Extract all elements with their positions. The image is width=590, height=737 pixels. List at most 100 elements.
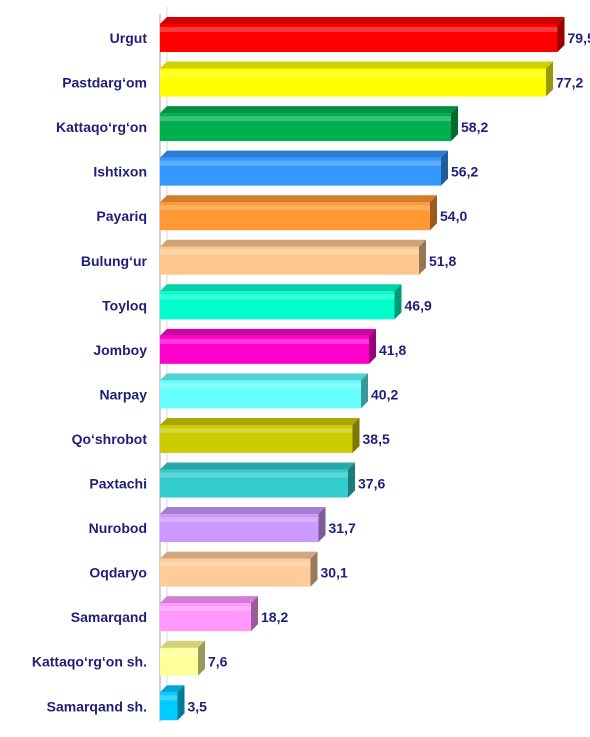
value-label: 56,2 [451,164,478,180]
bar-top [160,61,553,69]
bar [160,640,205,676]
bar-highlight [160,561,311,567]
bar-side [318,507,326,543]
bar-top [160,596,258,604]
category-label: Kattaqo‘rg‘on sh. [32,654,147,670]
bar-side [348,462,355,498]
bar-side [352,417,360,453]
bar-top [160,195,437,203]
bar-front [160,113,451,142]
bar [160,239,426,275]
category-label: Urgut [110,30,148,46]
bar-top [160,551,318,559]
value-label: 54,0 [440,208,467,224]
category-label: Samarqand [71,609,147,625]
bar-side [430,195,437,231]
bar-top [160,640,205,648]
bar [160,551,318,587]
value-label: 77,2 [556,75,583,91]
category-label: Samarqand sh. [47,698,147,714]
bar-side [198,640,205,676]
bar-front [160,157,441,186]
bar-front [160,24,558,52]
bar-front [160,335,369,364]
category-label: Oqdaryo [89,565,147,581]
bar-top [160,462,355,470]
bar [160,106,458,142]
value-labels: 79,5 77,2 58,2 56,2 54,0 51,8 46,9 41,8 40,2 38,5… [188,30,590,714]
bar [160,685,185,721]
bar-side [557,17,565,52]
bar-highlight [160,249,419,255]
bar-side [369,328,376,364]
bar [160,195,437,231]
bar-highlight [160,695,178,701]
bar-highlight [160,27,558,32]
bar [160,17,565,52]
bar-side [441,150,448,186]
value-label: 3,5 [188,698,208,714]
bar-top [160,150,448,158]
category-label: Jomboy [93,342,147,358]
category-label: Payariq [96,208,147,224]
category-labels: Urgut Pastdarg‘om Kattaqo‘rg‘on Ishtixon Pay… [32,30,148,714]
bar-side [310,551,318,587]
bar-front [160,202,430,231]
bar-front [160,603,251,632]
bar-side [419,239,426,275]
bar-front [160,558,311,587]
bar-top [160,17,565,24]
value-label: 46,9 [405,297,432,313]
bar-top [160,106,458,114]
value-label: 58,2 [461,119,488,135]
bar-highlight [160,338,369,344]
bar [160,284,402,320]
value-label: 41,8 [379,342,406,358]
bar-side [361,373,368,409]
bar-front [160,246,419,275]
bar-highlight [160,116,451,122]
bar [160,373,368,409]
bar-top [160,507,326,515]
bar-highlight [160,160,441,166]
bar-front [160,514,319,543]
bar [160,462,355,498]
category-label: Pastdarg‘om [62,75,147,91]
bar-front [160,380,361,409]
bar-side [451,106,458,142]
bar-top [160,373,368,381]
bar-front [160,692,178,721]
bar-front [160,68,546,97]
category-label: Narpay [100,386,148,402]
value-label: 30,1 [321,565,348,581]
value-label: 79,5 [568,30,590,46]
bar-highlight [160,383,361,389]
bar-highlight [160,650,198,656]
bar-top [160,239,426,247]
bar [160,150,448,186]
bar-top [160,328,376,336]
bar-highlight [160,205,430,211]
category-label: Kattaqo‘rg‘on [56,119,147,135]
bars-layer [160,17,565,721]
bar-front [160,424,353,453]
bar-highlight [160,517,319,523]
value-label: 40,2 [371,386,398,402]
category-label: Nurobod [89,520,147,536]
bar-top [160,284,402,292]
category-label: Toyloq [102,297,147,313]
bar-side [394,284,402,320]
value-label: 37,6 [358,476,385,492]
bar-highlight [160,606,251,612]
bar-front [160,469,348,498]
bar-side [546,61,553,97]
bar [160,328,376,364]
value-label: 31,7 [329,520,356,536]
value-label: 7,6 [208,654,228,670]
bar-highlight [160,71,546,77]
value-label: 18,2 [261,609,288,625]
category-label: Ishtixon [93,164,147,180]
category-label: Paxtachi [89,476,147,492]
bar-highlight [160,472,348,478]
